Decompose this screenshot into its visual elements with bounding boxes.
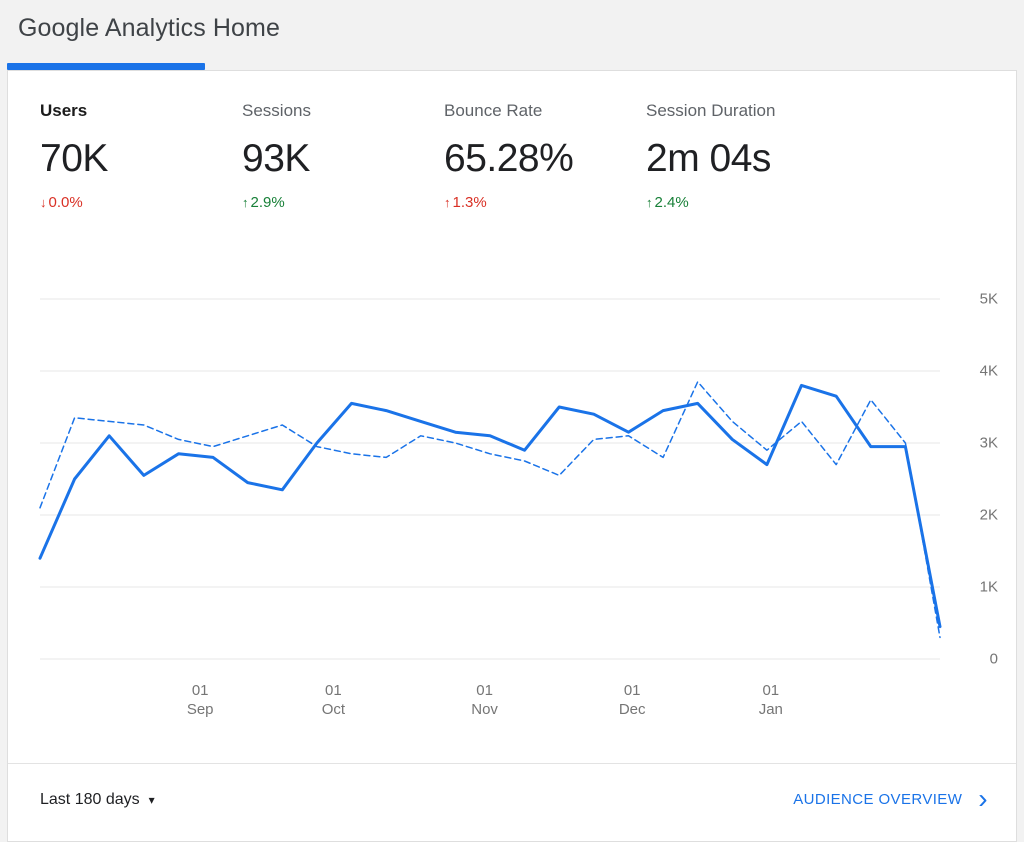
metric-delta-value: 2.9% [250,194,285,211]
y-axis-label: 1K [979,578,998,596]
metric-session-duration[interactable]: Session Duration 2m 04s ↑ 2.4% [646,101,848,211]
metric-bounce-rate[interactable]: Bounce Rate 65.28% ↑ 1.3% [444,101,646,211]
x-tick-month: Oct [321,701,346,718]
metric-value: 2m 04s [646,137,771,180]
x-tick-month: Nov [471,701,498,718]
metric-label: Sessions [242,101,311,120]
x-tick-month: Jan [758,701,783,718]
x-tick-day: 01 [476,682,493,699]
caret-down-icon: ▾ [148,792,155,807]
date-range-selector[interactable]: Last 180 days ▾ [40,791,155,809]
metric-delta: ↓ 0.0% [40,194,242,211]
metrics-row: Users 70K ↓ 0.0% Sessions 93K ↑ 2.9% Bounce Rate… [8,71,1016,211]
metric-delta: ↑ 2.4% [646,194,848,211]
metric-value: 93K [242,137,310,180]
series-line-current [38,383,942,629]
x-axis: 01 Sep 01 Oct 01 Nov 01 Dec 01 Jan [40,659,940,719]
x-tick-day: 01 [191,682,209,699]
x-tick-day: 01 [762,682,780,699]
trend-arrow-icon: ↑ [242,195,249,210]
audience-overview-link[interactable]: AUDIENCE OVERVIEW › [793,783,988,815]
x-tick-day: 01 [623,682,641,699]
card-footer: Last 180 days ▾ AUDIENCE OVERVIEW › [8,764,1016,835]
footer-divider [8,763,1016,764]
metric-users[interactable]: Users 70K ↓ 0.0% [40,101,242,211]
audience-overview-label: AUDIENCE OVERVIEW [793,790,963,808]
analytics-summary-card: Users 70K ↓ 0.0% Sessions 93K ↑ 2.9% Bounce Rate… [7,70,1017,842]
x-tick-month: Dec [618,701,646,718]
page-title: Google Analytics Home [18,14,280,42]
x-tick-month: Sep [186,701,214,718]
x-axis-tick: 01 Jan [759,681,783,719]
x-axis-tick: 01 Sep [187,681,214,719]
metric-value: 70K [40,137,108,180]
y-axis-label: 2K [979,506,998,524]
x-tick-day: 01 [325,682,342,699]
y-axis-label: 0 [989,650,998,668]
users-trend-chart: 5K 4K 3K 2K 1K 0 01 Sep 01 Oct 01 Nov 01 Dec 01 Jan [38,291,1000,719]
active-tab-indicator [7,63,205,70]
x-axis-tick: 01 Dec [619,681,646,719]
y-axis: 5K 4K 3K 2K 1K 0 [952,291,998,668]
series-line-previous [39,381,941,639]
trend-arrow-icon: ↓ [40,195,47,210]
chart-canvas [38,298,942,660]
trend-arrow-icon: ↑ [646,195,653,210]
date-range-label: Last 180 days [40,790,140,808]
metric-delta-value: 2.4% [654,194,689,211]
y-axis-label: 5K [979,290,998,308]
metric-sessions[interactable]: Sessions 93K ↑ 2.9% [242,101,444,211]
metric-delta-value: 0.0% [48,194,83,211]
app-header: Google Analytics Home [0,0,1024,56]
metric-value: 65.28% [444,137,574,180]
x-axis-tick: 01 Oct [322,681,345,719]
chevron-right-icon: › [978,783,988,815]
metric-delta: ↑ 2.9% [242,194,444,211]
metric-delta-value: 1.3% [452,194,487,211]
x-axis-tick: 01 Nov [471,681,498,719]
metric-label: Session Duration [646,101,776,120]
y-axis-label: 3K [979,434,998,452]
metric-label: Bounce Rate [444,101,543,120]
y-axis-label: 4K [979,362,998,380]
metric-label: Users [40,101,88,120]
trend-arrow-icon: ↑ [444,195,451,210]
metric-delta: ↑ 1.3% [444,194,646,211]
